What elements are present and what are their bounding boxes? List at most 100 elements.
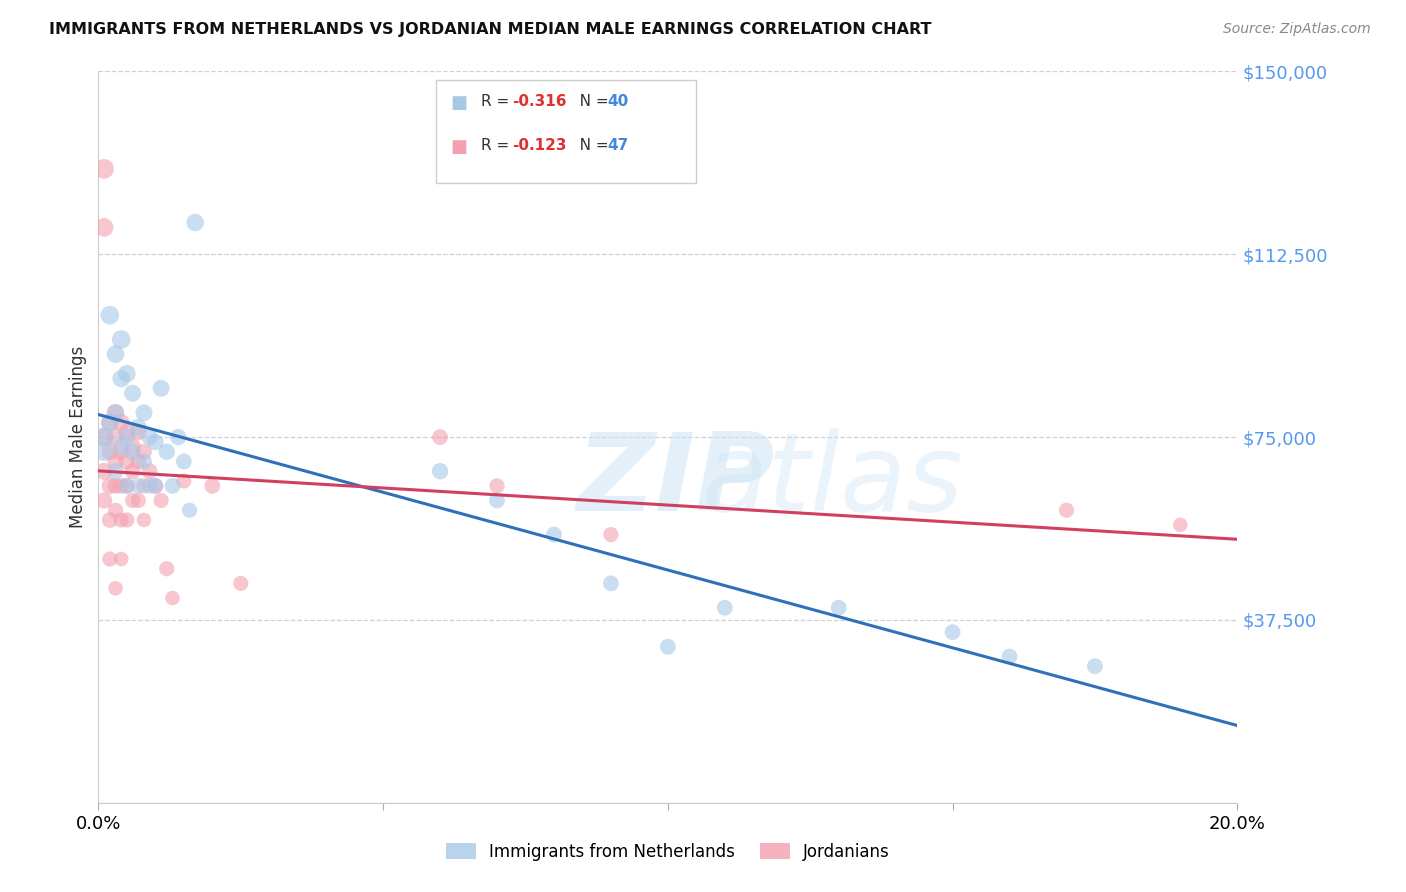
Text: IMMIGRANTS FROM NETHERLANDS VS JORDANIAN MEDIAN MALE EARNINGS CORRELATION CHART: IMMIGRANTS FROM NETHERLANDS VS JORDANIAN… [49,22,932,37]
Point [104,406,127,420]
Point [1170,517,1192,532]
Point [110,552,132,566]
Point [115,367,138,381]
Point [93,464,115,478]
Point [110,440,132,454]
Point [429,464,451,478]
Point [121,444,143,458]
Point [110,444,132,458]
Point [600,576,623,591]
Point [110,333,132,347]
Point [162,591,184,605]
Text: ■: ■ [450,94,467,112]
Point [145,434,167,449]
Point [156,562,179,576]
Point [138,464,160,478]
Point [201,479,224,493]
Point [132,406,155,420]
Point [486,479,509,493]
Point [115,454,138,468]
Point [110,479,132,493]
Point [173,474,195,488]
Point [132,513,155,527]
Text: -0.123: -0.123 [512,138,567,153]
Point [998,649,1021,664]
Point [167,430,190,444]
Y-axis label: Median Male Earnings: Median Male Earnings [69,346,87,528]
Point [127,420,149,434]
Point [600,527,623,541]
Point [98,416,121,430]
Point [104,503,127,517]
Point [127,425,149,440]
Point [93,430,115,444]
Point [145,479,167,493]
Point [110,513,132,527]
Point [115,479,138,493]
Point [486,493,509,508]
Point [828,600,851,615]
Text: N =: N = [565,138,613,153]
Point [98,308,121,322]
Point [150,381,173,395]
Point [104,454,127,468]
Point [115,425,138,440]
Text: ■: ■ [450,138,467,156]
Text: Source: ZipAtlas.com: Source: ZipAtlas.com [1223,22,1371,37]
Point [162,479,184,493]
Point [98,416,121,430]
Point [104,406,127,420]
Point [104,479,127,493]
Text: 47: 47 [607,138,628,153]
Text: 40: 40 [607,94,628,109]
Point [132,479,155,493]
Point [98,552,121,566]
Point [121,493,143,508]
Point [184,215,207,229]
Text: -0.316: -0.316 [512,94,567,109]
Point [127,493,149,508]
Point [93,220,115,235]
Point [179,503,201,517]
Point [98,513,121,527]
Point [429,430,451,444]
Point [145,479,167,493]
Point [104,464,127,478]
Point [714,600,737,615]
Point [93,444,115,458]
Text: N =: N = [565,94,613,109]
Point [121,386,143,401]
Point [1056,503,1078,517]
Point [115,479,138,493]
Point [110,371,132,385]
Point [121,464,143,478]
Point [121,440,143,454]
Point [138,479,160,493]
Point [110,416,132,430]
Text: R =: R = [481,94,515,109]
Point [115,513,138,527]
Point [657,640,679,654]
Point [156,444,179,458]
Point [93,161,115,176]
Point [543,527,565,541]
Point [98,479,121,493]
Text: R =: R = [481,138,515,153]
Point [132,454,155,468]
Legend: Immigrants from Netherlands, Jordanians: Immigrants from Netherlands, Jordanians [439,837,897,868]
Point [173,454,195,468]
Point [115,430,138,444]
Point [104,581,127,595]
Text: ZIP: ZIP [576,428,775,534]
Point [104,430,127,444]
Text: atlas: atlas [702,428,965,533]
Point [127,454,149,468]
Point [132,444,155,458]
Point [150,493,173,508]
Point [98,444,121,458]
Point [93,493,115,508]
Point [942,625,965,640]
Point [229,576,252,591]
Point [104,347,127,361]
Point [1084,659,1107,673]
